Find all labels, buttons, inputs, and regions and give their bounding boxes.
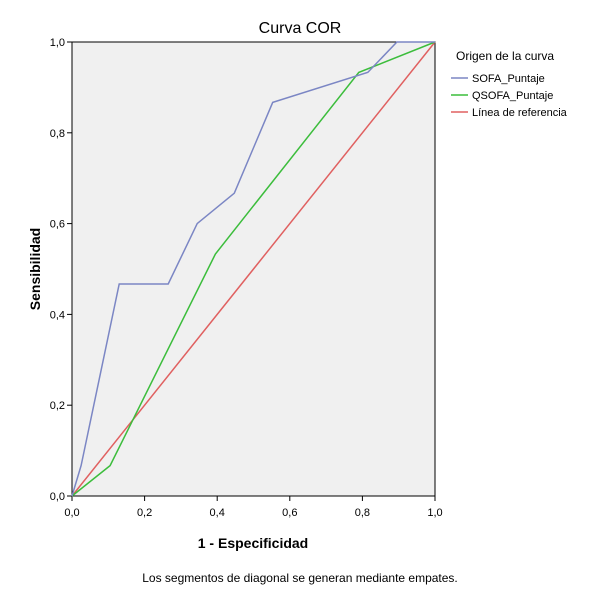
series-line-sofa-puntaje [71,41,435,497]
y-axis-ticks: 0,0 0,2 0,4 0,6 0,8 1,0 [50,37,72,503]
legend-label: QSOFA_Puntaje [472,90,553,102]
y-axis-title: Sensibilidad [27,228,43,310]
x-tick-label: 0,4 [210,507,225,519]
x-axis-ticks: 0,0 0,2 0,4 0,6 0,8 1,0 [64,496,443,519]
legend-label: Línea de referencia [472,107,568,119]
chart-title: Curva COR [259,20,342,37]
y-tick-label: 0,6 [50,219,65,231]
series-line-qsofa-puntaje [71,41,436,497]
y-tick-label: 0,0 [50,491,65,503]
legend-title: Origen de la curva [456,49,554,63]
series-lines [71,41,436,497]
x-tick-label: 0,8 [355,507,370,519]
y-tick-label: 0,8 [50,128,65,140]
legend-label: SOFA_Puntaje [472,73,545,85]
footnote: Los segmentos de diagonal se generan med… [142,571,458,585]
y-tick-label: 1,0 [50,37,65,49]
y-tick-label: 0,2 [50,400,65,412]
x-axis-title: 1 - Especificidad [198,535,308,551]
x-tick-label: 1,0 [427,507,442,519]
x-tick-label: 0,2 [137,507,152,519]
y-tick-label: 0,4 [50,309,65,321]
x-tick-label: 0,0 [64,507,79,519]
legend: Origen de la curva SOFA_Puntaje QSOFA_Pun… [451,49,568,119]
x-tick-label: 0,6 [282,507,297,519]
